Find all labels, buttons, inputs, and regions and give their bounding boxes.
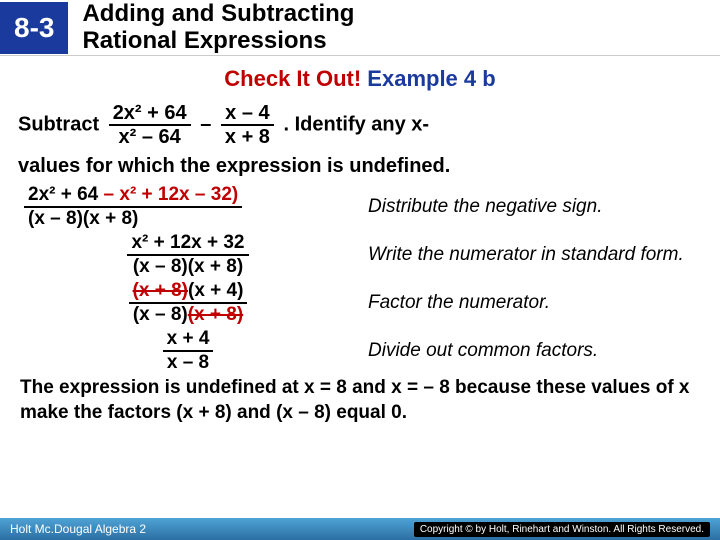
problem-minus: – bbox=[200, 113, 217, 135]
conclusion-text: The expression is undefined at x = 8 and… bbox=[18, 376, 702, 425]
s1-den: (x – 8)(x + 8) bbox=[24, 208, 242, 230]
footer-bar: Holt Mc.Dougal Algebra 2 Copyright © by … bbox=[0, 518, 720, 540]
s3-den-a: (x – 8) bbox=[133, 304, 188, 325]
check-it-out-heading: Check It Out! Example 4 b bbox=[0, 66, 720, 92]
footer-copyright: Copyright © by Holt, Rinehart and Winsto… bbox=[414, 522, 710, 537]
problem-lead: Subtract bbox=[18, 113, 105, 135]
s1-num-a: 2x² + 64 bbox=[28, 184, 104, 205]
s2-den: (x – 8)(x + 8) bbox=[127, 256, 248, 278]
step-row-2: x² + 12x + 32 (x – 8)(x + 8) Write the n… bbox=[18, 232, 702, 278]
problem-frac-1: 2x² + 64 x² – 64 bbox=[109, 102, 191, 148]
work-1: 2x² + 64 – x² + 12x – 32) (x – 8)(x + 8) bbox=[18, 184, 358, 230]
note-1: Distribute the negative sign. bbox=[358, 196, 702, 218]
s4-num: x + 4 bbox=[163, 328, 214, 352]
step-row-4: x + 4 x – 8 Divide out common factors. bbox=[18, 328, 702, 374]
step-row-1: 2x² + 64 – x² + 12x – 32) (x – 8)(x + 8)… bbox=[18, 184, 702, 230]
step-row-3: (x + 8)(x + 4) (x – 8)(x + 8) Factor the… bbox=[18, 280, 702, 326]
problem-tail1: . Identify any x- bbox=[284, 113, 430, 135]
footer-left: Holt Mc.Dougal Algebra 2 bbox=[10, 522, 146, 536]
problem-tail2: values for which the expression is undef… bbox=[18, 155, 450, 177]
work-3: (x + 8)(x + 4) (x – 8)(x + 8) bbox=[18, 280, 358, 326]
problem-frac-2: x – 4 x + 8 bbox=[221, 102, 274, 148]
work-4: x + 4 x – 8 bbox=[18, 328, 358, 374]
note-3: Factor the numerator. bbox=[358, 292, 702, 314]
s2-num: x² + 12x + 32 bbox=[127, 232, 248, 256]
note-2: Write the numerator in standard form. bbox=[358, 244, 702, 266]
lesson-title: Adding and Subtracting Rational Expressi… bbox=[68, 1, 354, 54]
s1-num-b: – x² + 12x – 32) bbox=[104, 184, 239, 205]
content-area: Subtract 2x² + 64 x² – 64 – x – 4 x + 8 … bbox=[0, 92, 720, 425]
s3-den-b: (x + 8) bbox=[188, 304, 243, 325]
problem-statement: Subtract 2x² + 64 x² – 64 – x – 4 x + 8 … bbox=[18, 102, 702, 184]
frac2-num: x – 4 bbox=[221, 102, 274, 126]
s4-den: x – 8 bbox=[163, 352, 214, 374]
cio-red: Check It Out! bbox=[224, 66, 361, 91]
frac1-den: x² – 64 bbox=[109, 126, 191, 148]
note-4: Divide out common factors. bbox=[358, 340, 702, 362]
cio-blue: Example 4 b bbox=[361, 66, 496, 91]
work-2: x² + 12x + 32 (x – 8)(x + 8) bbox=[18, 232, 358, 278]
frac2-den: x + 8 bbox=[221, 126, 274, 148]
s3-num-b: (x + 4) bbox=[188, 280, 243, 301]
title-line-2: Rational Expressions bbox=[82, 28, 354, 54]
title-line-1: Adding and Subtracting bbox=[82, 1, 354, 27]
s3-num-a: (x + 8) bbox=[133, 280, 188, 301]
lesson-badge: 8-3 bbox=[0, 2, 68, 54]
header-bar: 8-3 Adding and Subtracting Rational Expr… bbox=[0, 0, 720, 56]
frac1-num: 2x² + 64 bbox=[109, 102, 191, 126]
